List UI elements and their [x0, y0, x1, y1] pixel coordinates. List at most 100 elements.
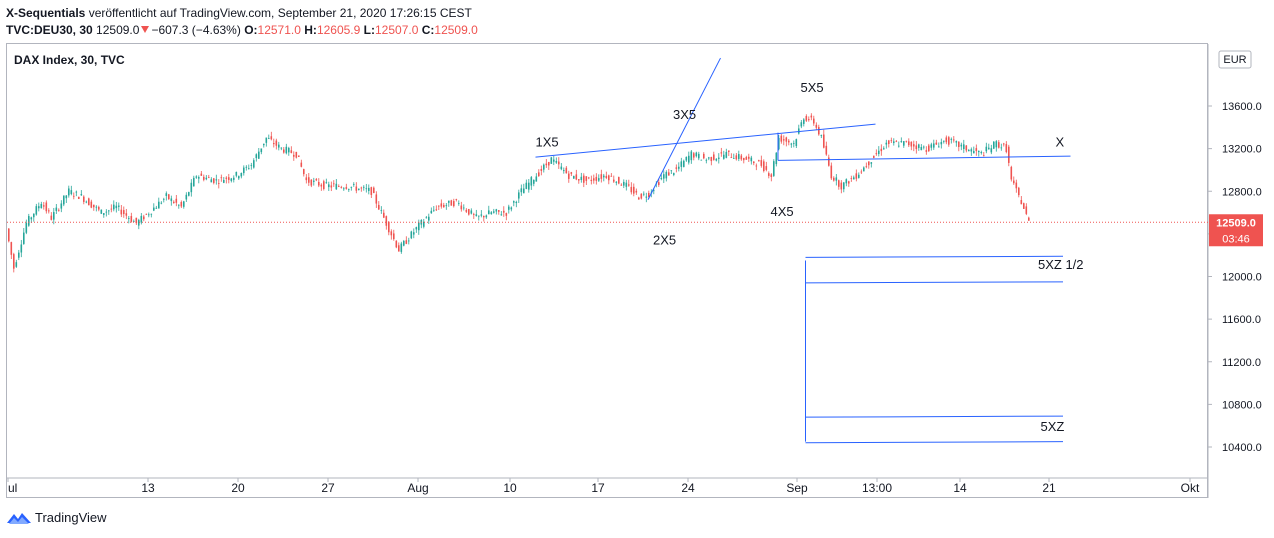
trend-line	[805, 415, 1064, 418]
candle-body	[695, 152, 698, 157]
candle-body	[723, 154, 725, 159]
candle-body	[78, 196, 80, 199]
candle-body	[43, 205, 45, 207]
candle-body	[828, 157, 830, 166]
candle-body	[835, 177, 838, 181]
candle-body	[70, 190, 73, 195]
candle-body	[563, 170, 565, 172]
annotation-label: 5XZ	[1041, 419, 1065, 434]
candle-body	[915, 145, 918, 150]
candle-body	[238, 176, 240, 179]
tradingview-footer[interactable]: TradingView	[7, 510, 107, 525]
candle-body	[635, 190, 638, 193]
candle-body	[483, 215, 485, 218]
candle-body	[638, 197, 640, 200]
candle-body	[850, 178, 853, 179]
candle-body	[180, 202, 183, 207]
candle-body	[60, 203, 63, 209]
candle-body	[950, 138, 953, 140]
low-label: L:	[363, 23, 375, 37]
open-label: O:	[244, 23, 258, 37]
candle-body	[453, 201, 455, 207]
candle-body	[580, 176, 583, 181]
candle-body	[155, 207, 158, 209]
candle-body	[615, 181, 618, 183]
candle-body	[443, 204, 445, 208]
candle-body	[173, 201, 175, 204]
candle-body	[248, 168, 250, 170]
candle-body	[928, 145, 930, 152]
candle-body	[400, 243, 403, 252]
x-tick-label: 10	[503, 481, 517, 495]
candle-body	[673, 173, 675, 175]
candle-body	[733, 158, 735, 159]
candle-body	[708, 157, 710, 159]
candle-body	[543, 164, 545, 170]
candle-body	[1023, 203, 1025, 209]
candle-body	[880, 148, 883, 152]
candle-body	[578, 179, 580, 181]
candle-body	[735, 155, 738, 160]
candle-body	[973, 151, 975, 154]
trend-line	[535, 123, 876, 158]
candle-body	[940, 142, 943, 145]
candle-body	[145, 213, 148, 215]
candle-body	[380, 209, 383, 211]
candle-body	[233, 177, 235, 180]
candle-body	[503, 210, 505, 213]
candle-body	[90, 201, 93, 208]
candle-body	[595, 176, 598, 181]
candle-body	[598, 178, 600, 181]
candle-body	[73, 195, 75, 197]
candle-body	[335, 183, 338, 190]
candle-body	[133, 221, 135, 222]
candle-body	[373, 187, 375, 193]
x-tick-label: 21	[1042, 481, 1056, 495]
candle-body	[705, 159, 708, 161]
candle-body	[223, 180, 225, 183]
ohlc-bar: TVC:DEU30, 30 12509.0 −607.3 (−4.63%) O:1…	[6, 23, 478, 37]
candle-body	[790, 143, 793, 145]
candle-body	[843, 182, 845, 190]
y-tick-label: 12000.0	[1222, 272, 1262, 284]
candle-body	[883, 148, 885, 150]
candle-body	[218, 183, 220, 184]
candle-body	[10, 242, 13, 255]
candle-body	[348, 188, 350, 190]
candle-body	[575, 174, 578, 180]
publish-header: X-Sequentials veröffentlicht auf Trading…	[6, 6, 472, 20]
candle-body	[763, 161, 765, 171]
candle-body	[498, 210, 500, 212]
candle-body	[1013, 180, 1015, 184]
candle-body	[913, 144, 915, 147]
candle-body	[448, 200, 450, 203]
candle-body	[323, 181, 325, 189]
candle-body	[590, 179, 593, 182]
candle-body	[153, 207, 155, 211]
candle-body	[890, 140, 893, 142]
candle-body	[935, 142, 938, 145]
annotation-label: 5X5	[801, 80, 824, 95]
candle-body	[900, 141, 903, 143]
change-value: −607.3 (−4.63%)	[151, 23, 241, 37]
candle-body	[393, 233, 395, 240]
candle-body	[303, 169, 305, 175]
candle-body	[945, 137, 948, 143]
candle-body	[150, 213, 153, 215]
candle-body	[703, 153, 705, 159]
candle-body	[230, 178, 233, 181]
candle-body	[165, 193, 168, 196]
candle-body	[40, 203, 43, 209]
candle-body	[605, 175, 608, 178]
candle-body	[668, 172, 670, 176]
candle-body	[440, 203, 443, 207]
published-info: veröffentlicht auf TradingView.com, Sept…	[88, 6, 472, 20]
candle-body	[163, 198, 165, 200]
candle-body	[290, 150, 293, 153]
candle-body	[775, 152, 778, 165]
candle-body	[80, 194, 83, 196]
candle-body	[510, 207, 513, 210]
candle-body	[930, 144, 933, 148]
candle-body	[570, 172, 573, 174]
